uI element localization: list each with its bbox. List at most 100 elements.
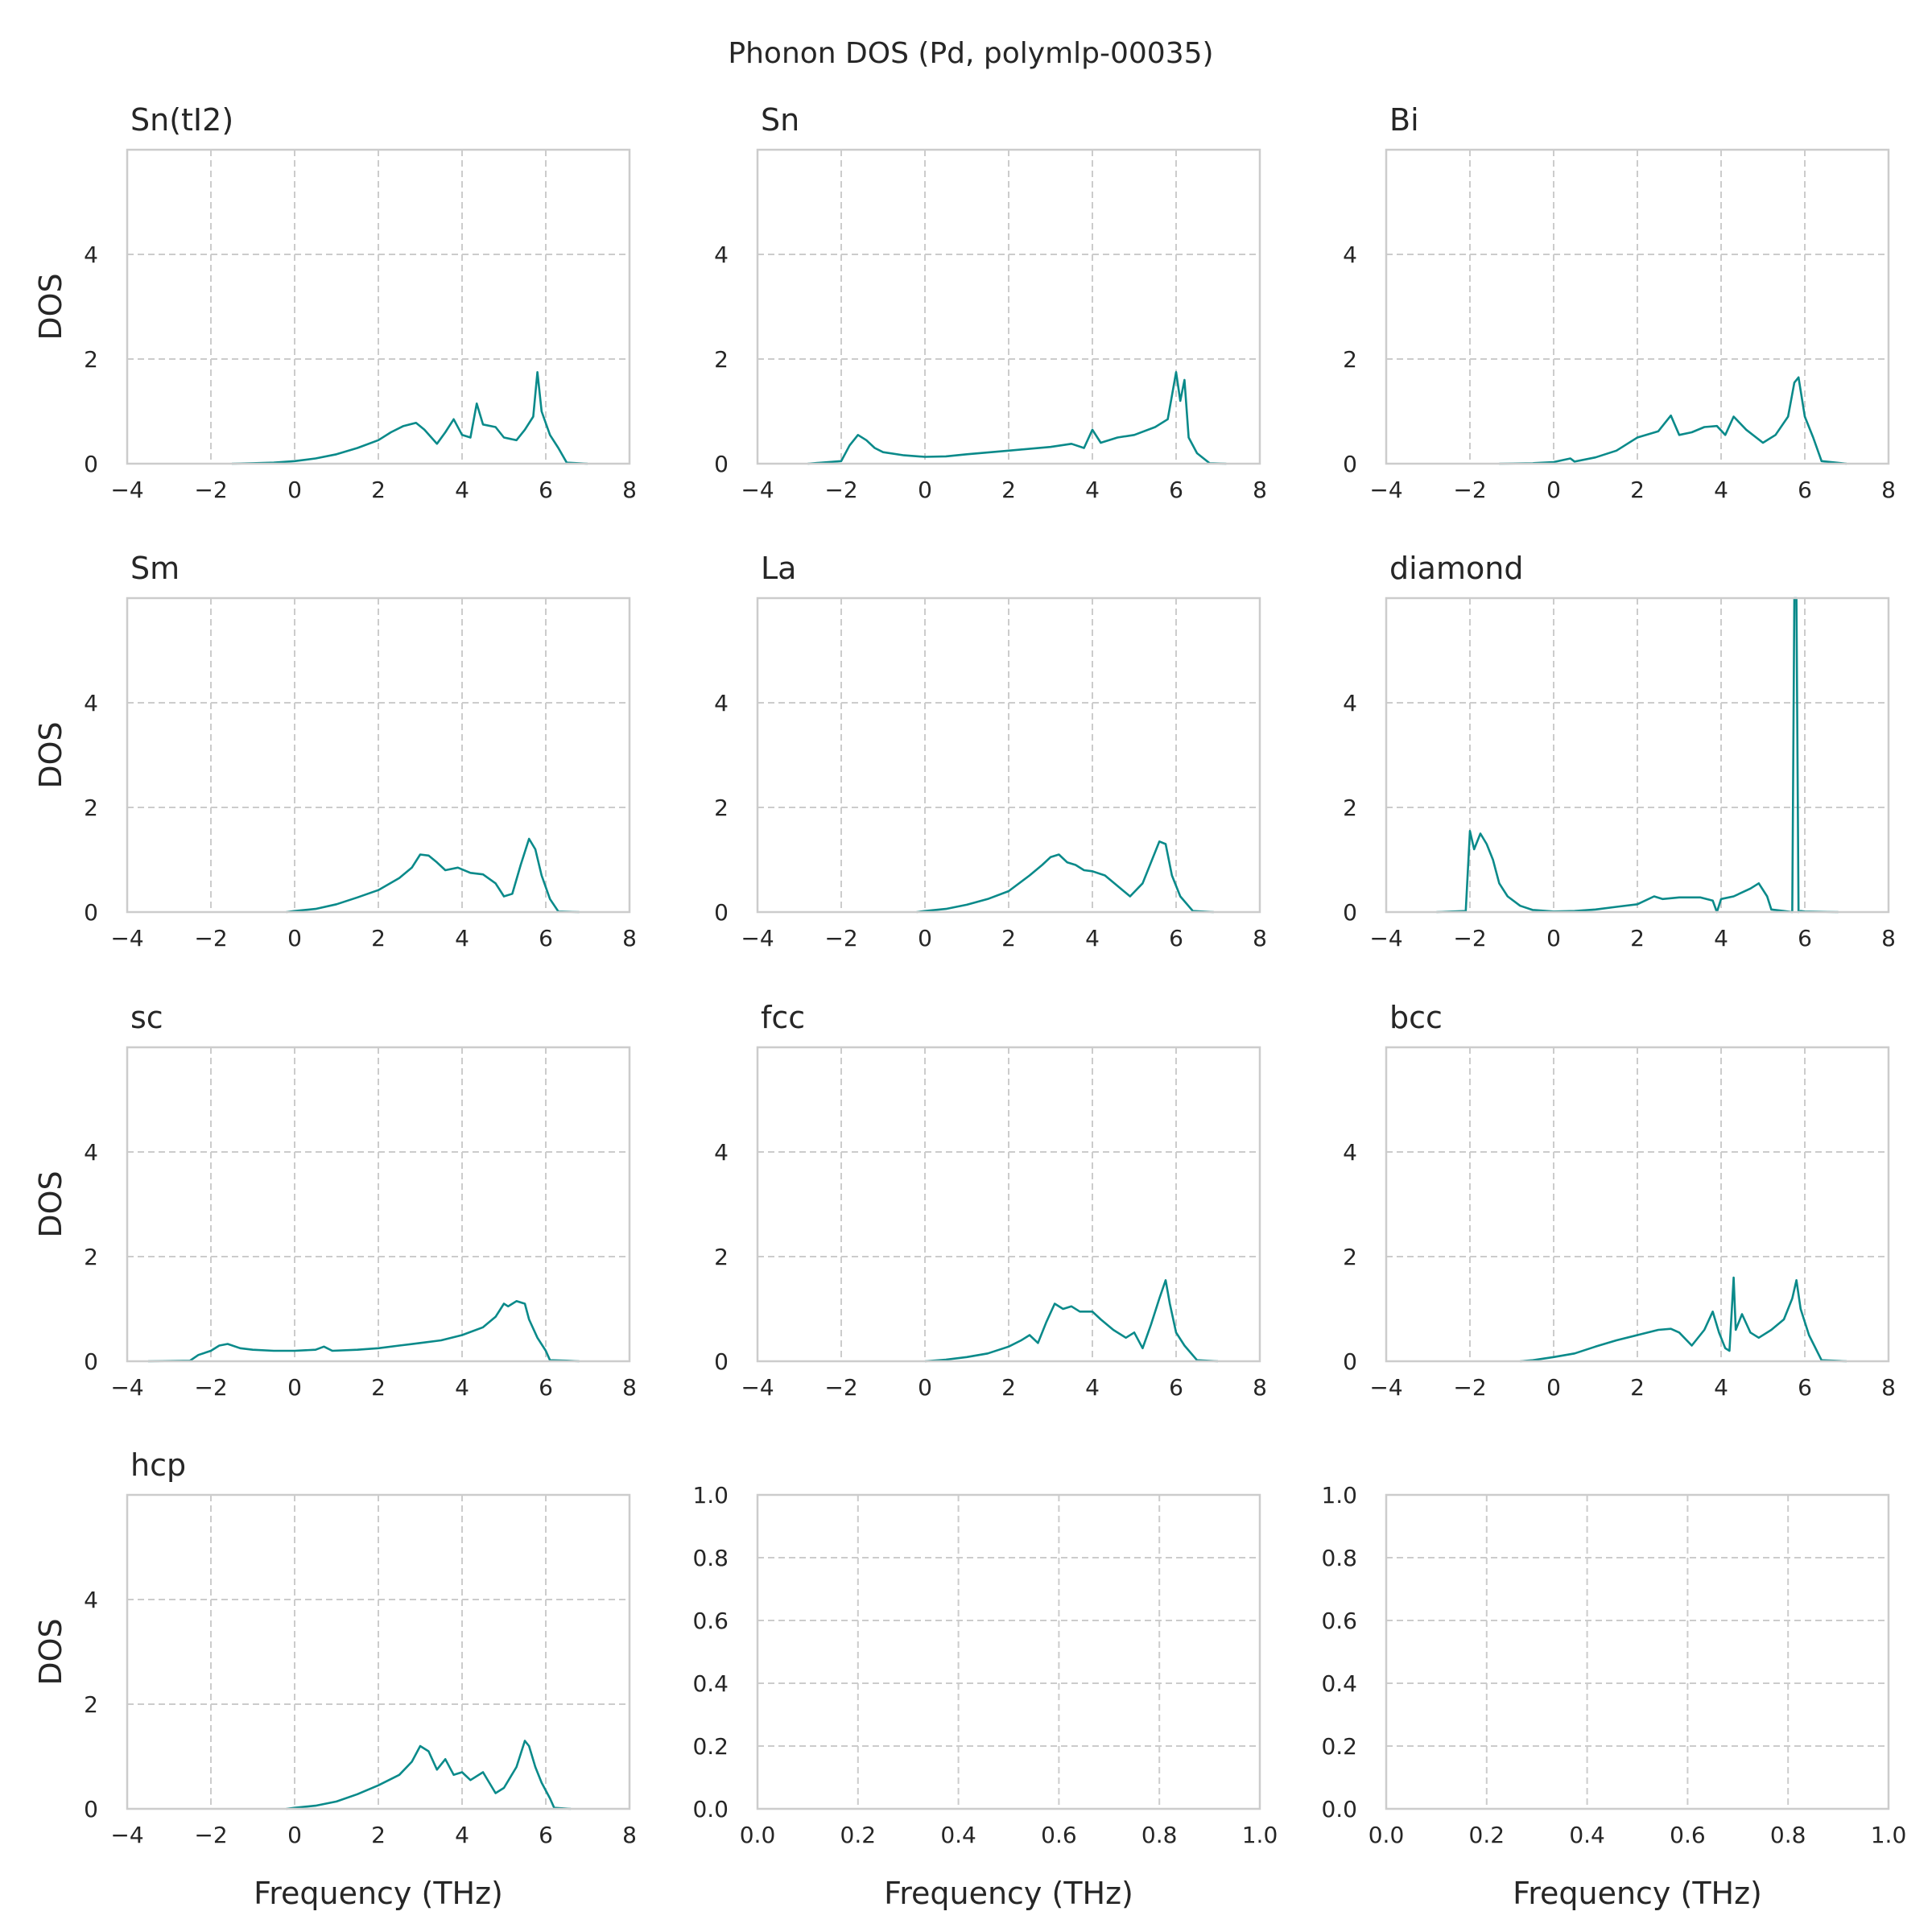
- x-tick-label: −2: [824, 925, 857, 952]
- plot-area: [758, 1495, 1260, 1809]
- y-axis-label: DOS: [33, 721, 68, 788]
- dos-series-line: [1499, 376, 1847, 465]
- y-tick-label: 0.6: [692, 1608, 729, 1634]
- y-tick-label: 2: [1343, 346, 1357, 373]
- x-axis-label: Frequency (THz): [884, 1876, 1133, 1911]
- y-tick-label: 0.2: [1321, 1733, 1357, 1760]
- y-tick-label: 0: [1343, 451, 1357, 477]
- axes-frame: [756, 597, 1261, 914]
- x-tick-label: −2: [1453, 925, 1486, 952]
- x-tick-label: 0: [918, 1374, 932, 1401]
- x-tick-label: −2: [1453, 1374, 1486, 1401]
- dos-series-line: [286, 1740, 572, 1810]
- y-tick-label: 0: [714, 899, 729, 926]
- dos-series-line: [1520, 1276, 1847, 1363]
- subplot-grid: −4 −2 0 2 4 6 8 0 2 4 Sn(tI2) DOS −4 −2 0 2 4 6 8 0 2 4 Sn −4 −2…: [33, 102, 1906, 1911]
- x-axis-label: Frequency (THz): [1513, 1876, 1762, 1911]
- x-tick-label: 0: [287, 925, 302, 952]
- x-tick-label: 2: [1001, 1374, 1016, 1401]
- y-tick-label: 2: [714, 1244, 729, 1270]
- dos-series-line: [286, 837, 580, 914]
- x-tick-label: 6: [539, 1374, 553, 1401]
- y-tick-label: 4: [84, 1587, 98, 1613]
- axes-frame: [126, 1046, 631, 1363]
- x-tick-label: 8: [1881, 925, 1896, 952]
- y-tick-label: 4: [714, 242, 729, 268]
- x-tick-label: −2: [194, 925, 227, 952]
- x-tick-label: 4: [455, 477, 469, 503]
- x-tick-label: 8: [1253, 925, 1267, 952]
- subplot-panel: 0.0 0.2 0.4 0.6 0.8 1.0 0.0 0.2 0.4 0.6 0.8 1.0 Freq…: [692, 1482, 1278, 1911]
- x-tick-label: 8: [622, 1822, 637, 1848]
- y-tick-label: 0.8: [692, 1545, 729, 1571]
- subplot-panel: −4 −2 0 2 4 6 8 0 2 4 diamond: [1343, 551, 1896, 952]
- axes-frame: [126, 597, 631, 914]
- y-tick-label: 0: [84, 1796, 98, 1823]
- x-tick-label: 6: [539, 925, 553, 952]
- y-tick-label: 4: [1343, 1139, 1357, 1166]
- x-tick-label: 8: [622, 1374, 637, 1401]
- subplot-panel: 0.0 0.2 0.4 0.6 0.8 1.0 0.0 0.2 0.4 0.6 0.8 1.0 Freq…: [1321, 1482, 1906, 1911]
- x-tick-label: 8: [1253, 477, 1267, 503]
- y-tick-label: 4: [714, 690, 729, 716]
- y-tick-label: 4: [84, 242, 98, 268]
- x-tick-label: 0.4: [940, 1822, 976, 1848]
- x-tick-label: 2: [1001, 477, 1016, 503]
- x-tick-label: 0.2: [840, 1822, 877, 1848]
- panel-title: sc: [130, 1000, 163, 1035]
- subplot-panel: −4 −2 0 2 4 6 8 0 2 4 fcc: [714, 1000, 1267, 1401]
- x-tick-label: 0.4: [1569, 1822, 1605, 1848]
- y-tick-label: 0.4: [692, 1670, 729, 1697]
- dos-series-line: [916, 840, 1214, 914]
- x-tick-label: 6: [539, 1822, 553, 1848]
- x-tick-label: −4: [1369, 1374, 1402, 1401]
- y-tick-label: 2: [714, 346, 729, 373]
- y-tick-label: 4: [84, 1139, 98, 1166]
- x-tick-label: −4: [110, 1822, 143, 1848]
- subplot-panel: −4 −2 0 2 4 6 8 0 2 4 hcp DOS Frequency (THz): [33, 1447, 637, 1911]
- panel-title: fcc: [761, 1000, 805, 1035]
- panel-title: bcc: [1389, 1000, 1443, 1035]
- x-tick-label: −4: [1369, 925, 1402, 952]
- panel-title: Sn: [761, 102, 799, 138]
- x-tick-label: 4: [1714, 1374, 1728, 1401]
- x-tick-label: −2: [824, 1374, 857, 1401]
- y-tick-label: 2: [84, 795, 98, 821]
- y-tick-label: 0: [1343, 899, 1357, 926]
- axes-frame: [756, 148, 1261, 465]
- x-tick-label: 0.8: [1770, 1822, 1806, 1848]
- y-tick-label: 0.2: [692, 1733, 729, 1760]
- x-tick-label: 4: [455, 1374, 469, 1401]
- y-tick-label: 0: [84, 899, 98, 926]
- x-tick-label: 2: [1630, 1374, 1645, 1401]
- x-tick-label: 4: [455, 1822, 469, 1848]
- panel-title: hcp: [130, 1447, 186, 1483]
- y-tick-label: 0.4: [1321, 1670, 1357, 1697]
- y-axis-label: DOS: [33, 1170, 68, 1237]
- x-tick-label: −2: [194, 477, 227, 503]
- x-tick-label: −2: [194, 1822, 227, 1848]
- y-tick-label: 0.6: [1321, 1608, 1357, 1634]
- y-tick-label: 1.0: [1321, 1482, 1357, 1509]
- x-tick-label: −4: [1369, 477, 1402, 503]
- subplot-panel: −4 −2 0 2 4 6 8 0 2 4 bcc: [1343, 1000, 1896, 1401]
- y-tick-label: 2: [714, 795, 729, 821]
- panel-title: La: [761, 551, 796, 586]
- x-tick-label: 0: [918, 925, 932, 952]
- x-tick-label: 6: [539, 477, 553, 503]
- x-tick-label: −4: [741, 1374, 774, 1401]
- panel-title: Sm: [130, 551, 180, 586]
- x-tick-label: 4: [1085, 925, 1100, 952]
- x-tick-label: 8: [622, 477, 637, 503]
- y-axis-label: DOS: [33, 273, 68, 340]
- x-tick-label: −4: [741, 477, 774, 503]
- x-tick-label: 0.8: [1141, 1822, 1178, 1848]
- x-tick-label: 2: [371, 925, 386, 952]
- dos-series-line: [924, 1279, 1219, 1363]
- x-tick-label: 0: [287, 1822, 302, 1848]
- y-tick-label: 0: [84, 1348, 98, 1375]
- subplot-panel: −4 −2 0 2 4 6 8 0 2 4 Sn: [714, 102, 1267, 503]
- x-tick-label: 2: [1630, 925, 1645, 952]
- x-tick-label: 8: [1881, 1374, 1896, 1401]
- x-tick-label: 4: [1085, 1374, 1100, 1401]
